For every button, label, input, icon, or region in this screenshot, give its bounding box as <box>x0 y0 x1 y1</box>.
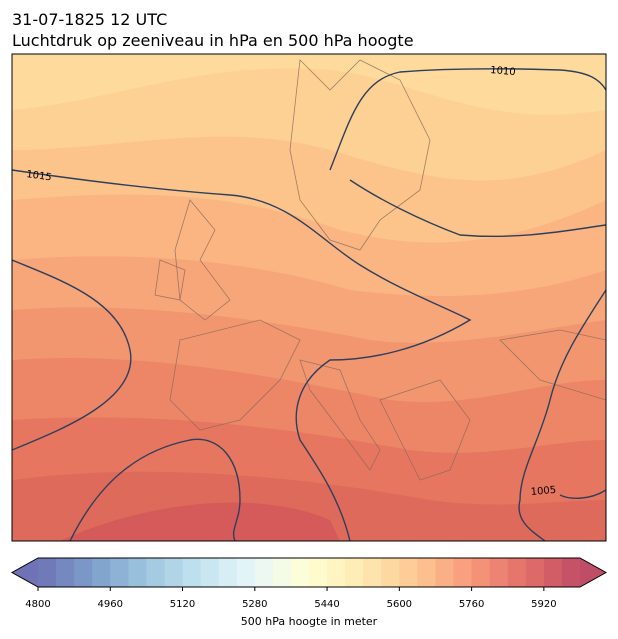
colorbar-swatch <box>254 558 274 587</box>
colorbar-swatch <box>146 558 165 587</box>
title: 31-07-1825 12 UTC <box>12 10 167 29</box>
colorbar-swatch <box>381 558 400 587</box>
colorbar-swatch <box>110 558 129 587</box>
colorbar-swatch <box>38 558 57 587</box>
colorbar-swatch <box>272 558 292 587</box>
isobar-label: 1005 <box>530 485 556 498</box>
colorbar-tick-label: 4800 <box>25 599 50 610</box>
colorbar-swatch <box>327 558 346 587</box>
colorbar-tick-label: 5440 <box>314 599 339 610</box>
isobar-label: 1010 <box>490 65 516 78</box>
colorbar-swatch <box>453 558 473 587</box>
colorbar-swatch <box>489 558 509 587</box>
colorbar-swatch <box>561 558 581 587</box>
isobar-label: 1015 <box>26 169 53 183</box>
colorbar-swatch <box>525 558 545 587</box>
map-frame <box>11 53 607 542</box>
colorbar-swatch <box>182 558 202 587</box>
colorbar-tick-label: 4960 <box>98 599 123 610</box>
colorbar-swatch <box>74 558 93 587</box>
colorbar-swatch <box>290 558 310 587</box>
colorbar-swatch <box>218 558 238 587</box>
map: 1010 1015 1005 <box>12 54 606 541</box>
colorbar-extend-low <box>12 558 38 587</box>
colorbar: 4800 4960 5120 5280 5440 5600 5760 5920 <box>10 557 608 610</box>
colorbar-swatch <box>128 558 147 587</box>
colorbar-swatch <box>236 558 256 587</box>
colorbar-tick-label: 5120 <box>170 599 195 610</box>
colorbar-swatch <box>200 558 220 587</box>
colorbar-swatch <box>56 558 75 587</box>
colorbar-swatch <box>363 558 382 587</box>
colorbar-outline <box>10 557 608 588</box>
colorbar-tick-label: 5760 <box>459 599 484 610</box>
colorbar-swatch <box>471 558 491 587</box>
colorbar-extend-high <box>580 558 606 587</box>
colorbar-tick-label: 5920 <box>531 599 556 610</box>
colorbar-swatch <box>164 558 184 587</box>
colorbar-swatch <box>345 558 364 587</box>
subtitle: Luchtdruk op zeeniveau in hPa en 500 hPa… <box>12 31 414 50</box>
colorbar-tick-label: 5280 <box>242 599 267 610</box>
colorbar-swatch <box>92 558 111 587</box>
colorbar-swatch <box>543 558 563 587</box>
colorbar-swatch <box>417 558 436 587</box>
colorbar-swatch <box>507 558 527 587</box>
colorbar-tick-label: 5600 <box>387 599 412 610</box>
colorbar-swatch <box>309 558 328 587</box>
colorbar-swatch <box>435 558 455 587</box>
colorbar-label: 500 hPa hoogte in meter <box>241 615 378 628</box>
colorbar-swatch <box>399 558 418 587</box>
